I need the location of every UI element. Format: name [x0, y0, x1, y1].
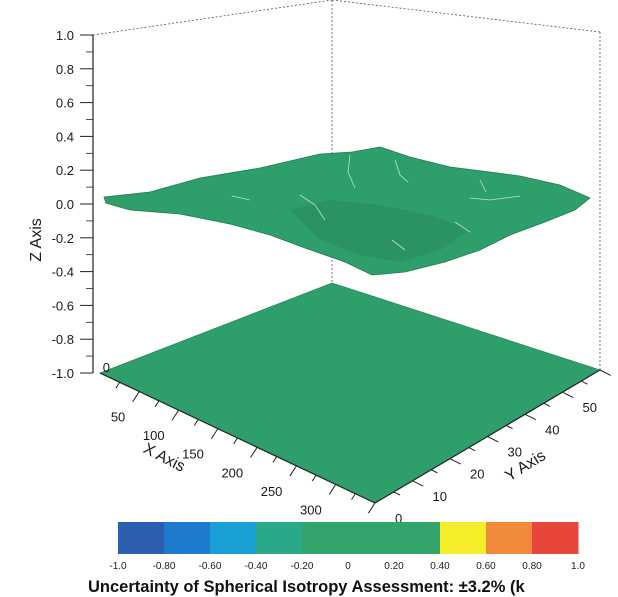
colorbar-segment [302, 522, 349, 554]
z-tick-label: 0.8 [56, 62, 74, 77]
y-tick [412, 480, 424, 487]
y-tick [599, 369, 612, 376]
colorbar-segment [486, 522, 533, 554]
colorbar: -1.0 -0.80 -0.60 -0.40 -0.20 0 0.20 0.40 0.60 0.8… [109, 522, 585, 572]
y-minor-tick [393, 491, 401, 496]
y-tick [487, 436, 499, 443]
z-tick-label: -0.8 [52, 332, 74, 347]
y-tick-label: 0 [395, 511, 402, 526]
colorbar-tick-label: 0.40 [430, 561, 450, 572]
z-tick-label: 0.6 [56, 96, 74, 111]
z-tick-label: -1.0 [52, 366, 74, 381]
colorbar-segment [394, 522, 441, 554]
colorbar-tick-label: 1.0 [571, 561, 585, 572]
y-tick-label: 40 [545, 422, 559, 437]
z-tick-label: -0.4 [52, 265, 74, 280]
z-tick-label: -0.2 [52, 231, 74, 246]
colorbar-tick-label: -0.60 [199, 561, 222, 572]
x-minor-tick [154, 400, 160, 408]
x-minor-tick [115, 382, 121, 389]
colorbar-segment [348, 522, 395, 554]
y-minor-tick [431, 469, 438, 474]
colorbar-tick-label: 0.60 [476, 561, 496, 572]
colorbar-tick-label: 0.20 [384, 561, 404, 572]
x-tick-label: 100 [143, 428, 165, 443]
x-tick-label: 200 [221, 465, 243, 480]
x-tick [132, 391, 140, 403]
x-axis-title: X Axis [140, 440, 187, 475]
y-tick [562, 391, 574, 399]
y-tick [449, 458, 462, 465]
z-tick-label: 1.0 [56, 28, 74, 43]
x-origin-label: 0 [103, 360, 110, 375]
y-minor-tick [506, 424, 513, 430]
colorbar-tick-label: 0.80 [522, 561, 542, 572]
surface-shade [290, 200, 470, 262]
y-tick-label: 20 [470, 467, 484, 482]
y-tick-label: 10 [433, 489, 447, 504]
x-minor-tick [311, 474, 317, 482]
surface [103, 146, 591, 276]
x-tick [250, 447, 258, 458]
y-tick-label: 50 [583, 400, 597, 415]
x-minor-tick [351, 493, 356, 500]
colorbar-segment [440, 522, 487, 554]
x-tick-label: 250 [261, 484, 283, 499]
y-minor-tick [581, 380, 588, 385]
y-minor-tick [543, 402, 551, 407]
x-minor-tick [193, 419, 199, 426]
z-tick-label: 0.0 [56, 197, 74, 212]
plot-box-frame [92, 0, 601, 370]
colorbar-segment [118, 522, 165, 554]
z-tick-label: 0.4 [56, 129, 74, 144]
x-tick-label: 150 [182, 447, 204, 462]
colorbar-tick-label: 0 [345, 561, 351, 572]
x-tick [289, 465, 297, 477]
x-tick [171, 409, 179, 421]
x-tick [367, 502, 376, 514]
bottom-caption: Uncertainty of Spherical Isotropy Assess… [88, 578, 525, 596]
colorbar-segment [164, 522, 211, 554]
colorbar-tick-label: -0.20 [291, 561, 314, 572]
colorbar-tick-label: -0.80 [153, 561, 176, 572]
x-tick [210, 428, 219, 440]
x-minor-tick [272, 456, 278, 463]
z-axis-title: Z Axis [28, 218, 45, 262]
y-tick-label: 30 [508, 445, 522, 460]
colorbar-tick-label: -0.40 [245, 561, 268, 572]
colorbar-segment [256, 522, 303, 554]
x-tick-label: 300 [300, 502, 322, 517]
x-tick-label: 50 [111, 410, 125, 425]
y-tick [524, 413, 537, 421]
x-tick [328, 484, 337, 495]
x-minor-tick [233, 437, 238, 445]
colorbar-segment [532, 522, 579, 554]
y-minor-tick [468, 447, 476, 452]
z-tick-label: 0.2 [56, 163, 74, 178]
colorbar-tick-label: -1.0 [109, 561, 127, 572]
surface-seams [231, 154, 521, 251]
z-tick-label: -0.6 [52, 298, 74, 313]
colorbar-segment [210, 522, 257, 554]
